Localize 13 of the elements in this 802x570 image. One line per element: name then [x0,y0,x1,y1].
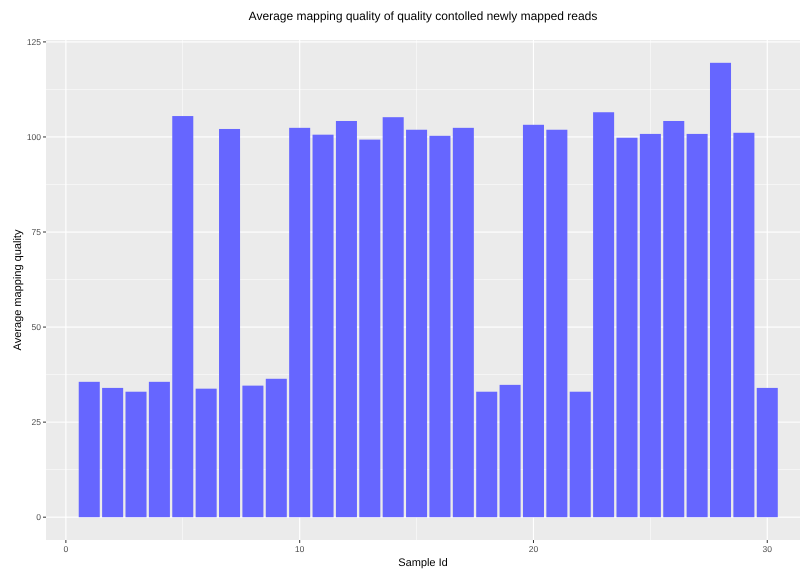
chart-title: Average mapping quality of quality contolled newly mapped reads [248,9,598,23]
x-tick-label: 10 [294,544,305,554]
y-tick-label: 125 [26,36,42,47]
x-tick-label: 0 [64,544,69,554]
y-tick-label: 0 [36,512,42,522]
x-tick-label: 30 [762,544,772,554]
x-axis-title: Sample Id [398,557,448,569]
y-tick-label: 50 [32,322,42,332]
y-tick-label: 100 [26,132,42,142]
y-tick-label: 75 [32,226,42,237]
x-tick-label: 20 [528,544,538,554]
y-axis-title: Average mapping quality [12,229,24,350]
y-tick-label: 25 [32,417,42,428]
